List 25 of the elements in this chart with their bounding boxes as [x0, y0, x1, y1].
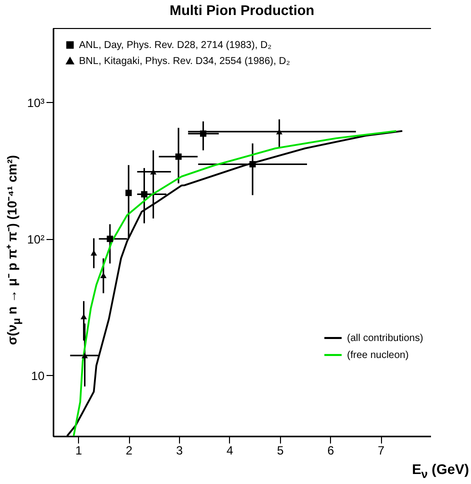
point — [150, 169, 156, 174]
point — [249, 161, 256, 168]
x-tick-label: 3 — [176, 444, 184, 458]
legend-label: ANL, Day, Phys. Rev. D28, 2714 (1983), D₂ — [79, 40, 272, 51]
point — [175, 153, 182, 160]
point — [125, 190, 132, 196]
point — [82, 352, 88, 358]
point — [200, 130, 206, 137]
legend-label: (all contributions) — [347, 333, 424, 344]
x-tick-label: 2 — [126, 444, 133, 458]
x-tick-label: 1 — [75, 444, 82, 458]
x-tick-label: 4 — [226, 444, 234, 458]
x-tick-label: 5 — [276, 444, 284, 458]
y-tick-label: 10³ — [27, 96, 45, 110]
y-tick-label: 10² — [27, 232, 45, 246]
x-tick-label: 6 — [327, 444, 334, 458]
legend-label: (free nucleon) — [347, 350, 409, 361]
x-tick-label: 7 — [378, 444, 385, 458]
point — [100, 272, 107, 278]
y-tick-label: 10 — [31, 368, 45, 383]
point — [141, 191, 148, 198]
chart-title: Multi Pion Production — [170, 2, 314, 18]
point — [106, 236, 114, 242]
x-axis-title: E$_{ν}$ (GeV) — [412, 461, 469, 481]
legend-label: BNL, Kitagaki, Phys. Rev. D34, 2554 (1986), D₂ — [79, 56, 290, 67]
